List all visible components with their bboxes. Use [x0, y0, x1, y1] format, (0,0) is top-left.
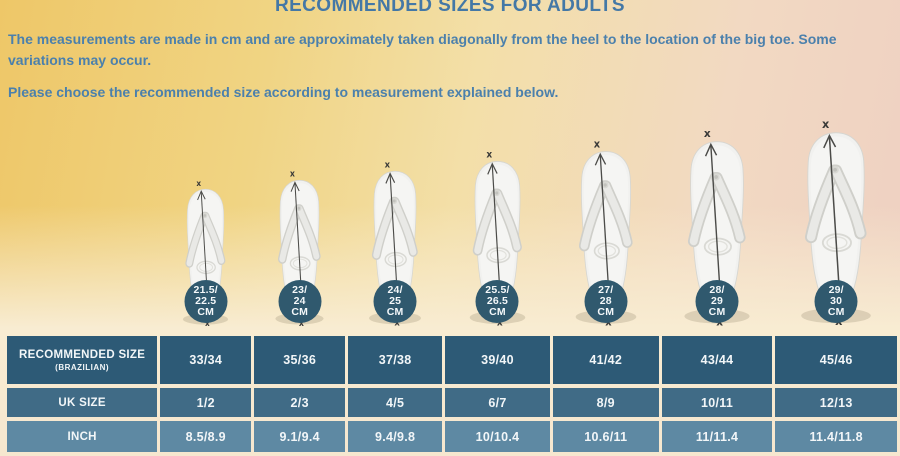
- size-cell: 43/44: [661, 336, 773, 384]
- size-cell: 11/11.4: [661, 421, 773, 452]
- badge-line: 21.5/: [193, 284, 218, 296]
- flipflop-column: 24/ 25 CM: [348, 153, 442, 328]
- row-label: RECOMMENDED SIZE: [19, 348, 146, 361]
- flipflop-column: 23/ 24 CM: [254, 163, 345, 328]
- flipflop-column: 25.5/ 26.5 CM: [445, 142, 550, 328]
- page-title: RECOMMENDED SIZES FOR ADULTS: [274, 0, 626, 16]
- badge-line: 27/: [598, 284, 614, 296]
- size-badge: 24/ 25 CM: [373, 280, 417, 323]
- badge-line: CM: [597, 306, 615, 318]
- size-cell: 10.6/11: [552, 421, 659, 452]
- flipflop-item: 21.5/ 22.5 CM: [175, 173, 236, 328]
- flipflop-item: 28/ 29 CM: [673, 120, 761, 328]
- flipflop-item: 27/ 28 CM: [565, 131, 647, 328]
- size-badge: 27/ 28 CM: [584, 280, 628, 323]
- badge-line: CM: [489, 306, 506, 318]
- size-cell: 10/11: [661, 388, 773, 417]
- size-cell: 10/10.4: [445, 421, 550, 452]
- badge-line: 23/: [292, 284, 308, 296]
- flipflop-item: 25.5/ 26.5 CM: [460, 142, 535, 328]
- flipflop-column: 28/ 29 CM: [662, 120, 773, 328]
- size-badge: 21.5/ 22.5 CM: [184, 280, 228, 323]
- badge-line: 26.5: [486, 295, 509, 307]
- size-cell: 39/40: [445, 336, 550, 384]
- intro-text: The measurements are made in cm and are …: [8, 31, 837, 68]
- badge-line: 29: [710, 295, 724, 307]
- badge-line: 25: [389, 295, 402, 307]
- size-cell: 1/2: [160, 388, 252, 417]
- flipflop-item: 24/ 25 CM: [360, 153, 430, 328]
- size-badge: 28/ 29 CM: [695, 280, 739, 323]
- table-row-inch: INCH 8.5/8.9 9.1/9.4 9.4/9.8 10/10.4 10.…: [7, 421, 897, 452]
- flipflop-column: 27/ 28 CM: [553, 131, 659, 328]
- size-cell: 11.4/11.8: [775, 421, 897, 452]
- row-label-cell: RECOMMENDED SIZE (BRAZILIAN): [7, 336, 158, 384]
- badge-line: CM: [386, 306, 404, 318]
- flipflop-row: 21.5/ 22.5 CM 23/ 24 CM 24/: [7, 110, 897, 328]
- badge-line: 25.5/: [485, 284, 510, 296]
- table-row-uk: UK SIZE 1/2 2/3 4/5 6/7 8/9 10/11 12/13: [7, 388, 897, 417]
- size-cell: 12/13: [775, 388, 897, 417]
- size-badge: 29/ 30 CM: [814, 280, 858, 323]
- size-cell: 35/36: [254, 336, 346, 384]
- size-cell: 33/34: [160, 336, 252, 384]
- size-cell: 45/46: [775, 336, 897, 384]
- size-cell: 8/9: [552, 388, 659, 417]
- row-label-cell: INCH: [7, 421, 158, 452]
- size-cell: 8.5/8.9: [160, 421, 252, 452]
- size-badge: 25.5/ 26.5 CM: [475, 280, 519, 323]
- size-cell: 41/42: [552, 336, 659, 384]
- size-cell: 2/3: [254, 388, 346, 417]
- badge-line: CM: [708, 306, 726, 318]
- badge-line: CM: [197, 306, 215, 318]
- flipflop-item: 23/ 24 CM: [267, 163, 332, 328]
- size-cell: 4/5: [348, 388, 443, 417]
- badge-line: CM: [291, 306, 309, 318]
- badge-line: 28/: [709, 284, 725, 296]
- size-cell: 37/38: [348, 336, 443, 384]
- row-label: UK SIZE: [58, 396, 106, 409]
- row-sublabel: (BRAZILIAN): [55, 362, 110, 372]
- size-cell: 9.4/9.8: [348, 421, 443, 452]
- size-cell: 6/7: [445, 388, 550, 417]
- size-badge: 23/ 24 CM: [278, 280, 322, 323]
- flipflop-item: 29/ 30 CM: [789, 110, 883, 328]
- row-label-cell: UK SIZE: [7, 388, 158, 417]
- flipflop-column: 29/ 30 CM: [775, 110, 897, 328]
- badge-line: 28: [599, 295, 612, 307]
- badge-line: 24/: [387, 284, 403, 296]
- instruction-text: Please choose the recommended size accor…: [8, 84, 559, 100]
- badge-line: 29/: [828, 284, 844, 296]
- badge-line: 24: [293, 295, 306, 307]
- size-cell: 9.1/9.4: [254, 421, 346, 452]
- flipflop-column: 21.5/ 22.5 CM: [160, 173, 251, 328]
- size-table: RECOMMENDED SIZE (BRAZILIAN) 33/34 35/36…: [7, 336, 897, 452]
- table-row-brazilian: RECOMMENDED SIZE (BRAZILIAN) 33/34 35/36…: [7, 336, 897, 384]
- row-label: INCH: [67, 430, 97, 443]
- badge-line: 22.5: [195, 295, 217, 307]
- badge-line: CM: [827, 306, 845, 318]
- badge-line: 30: [830, 295, 843, 307]
